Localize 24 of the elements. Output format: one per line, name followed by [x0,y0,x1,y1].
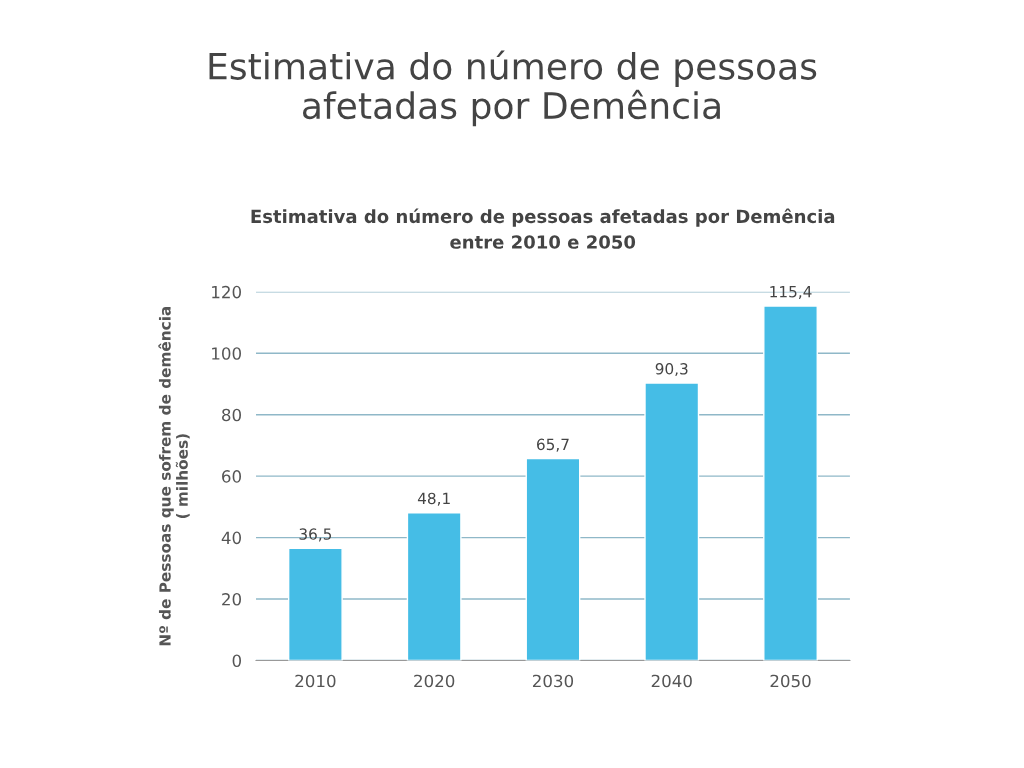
x-tick-label: 2030 [532,674,574,688]
chart-subtitle: Estimativa do número de pessoas afetadas por Demência entre 2010 e 2050 [251,208,835,249]
bar [525,457,581,661]
chart-title: Estimativa do número de pessoas afetadas por Demência [209,50,817,127]
data-label: 65,7 [537,438,569,452]
x-tick-label: 2050 [770,674,811,688]
y-tick-label: 40 [221,531,241,545]
data-label: 90,3 [655,363,688,377]
bar [763,305,818,661]
y-tick-label: 100 [212,347,241,360]
x-tick-label: 2010 [295,674,336,688]
y-tick-label: 120 [212,285,241,299]
data-label: 48,1 [417,492,450,506]
y-tick-label: 0 [232,654,241,668]
y-axis-title: Nº de Pessoas que sofrem de demência ( milhões) [158,306,190,646]
bar [406,512,462,661]
y-tick-label: 60 [222,470,241,483]
y-tick-label: 20 [222,593,241,606]
bar [644,382,700,661]
x-tick-label: 2020 [414,674,455,688]
y-tick-label: 80 [222,408,241,422]
x-tick-label: 2040 [651,674,692,688]
data-label: 115,4 [770,286,812,300]
bar [287,547,343,661]
